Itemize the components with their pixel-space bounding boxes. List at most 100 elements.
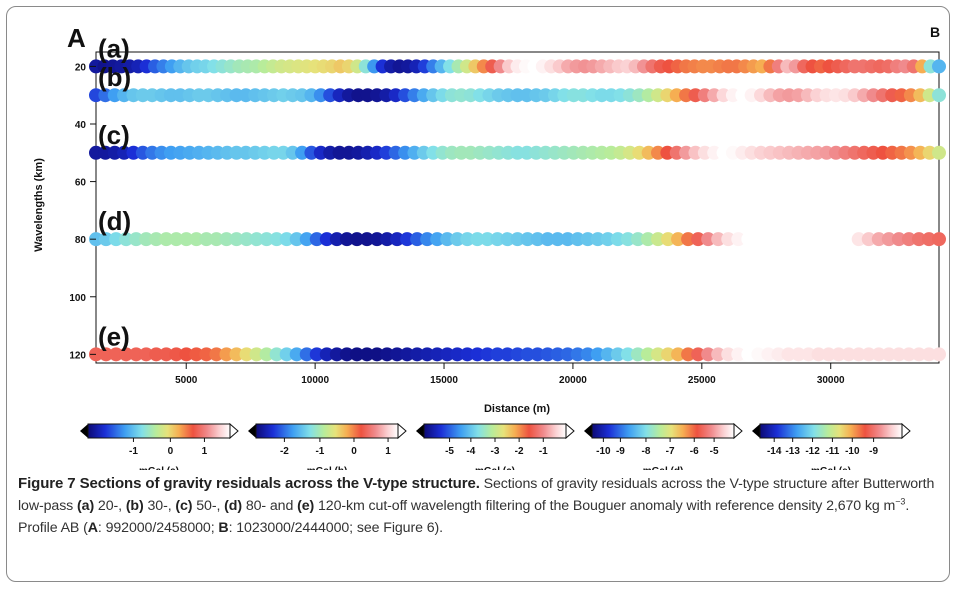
row-4-point: [831, 232, 846, 247]
row-5-point: [109, 347, 124, 362]
row-5-point: [560, 347, 575, 362]
x-tick-label: 10000: [301, 375, 329, 386]
row-5-point: [219, 347, 234, 362]
row-4-point: [189, 232, 204, 247]
colorbar-max-arrow: [733, 422, 743, 440]
row-4-point: [911, 232, 926, 247]
row-5-point: [319, 347, 334, 362]
colorbar-tick-label: -9: [869, 446, 878, 457]
heatmap-rows: [89, 59, 946, 362]
row-5-point: [640, 347, 655, 362]
row-5-point: [359, 347, 374, 362]
row-4-point: [761, 232, 776, 247]
row-5-point: [349, 347, 364, 362]
colorbar-5: -14-13 -12 -11 -10 -9 mGal (e): [752, 422, 911, 470]
row-5-point: [249, 347, 264, 362]
row-5-point: [279, 347, 294, 362]
row-4-point: [179, 232, 194, 247]
row-4-point: [149, 232, 164, 247]
row-5-point: [510, 347, 525, 362]
colorbar-tick-label: -4: [466, 446, 475, 457]
x-tick-label: 30000: [817, 375, 845, 386]
row-5-point: [500, 347, 515, 362]
row-4-point: [109, 232, 124, 247]
row-5-point: [932, 347, 946, 362]
colorbar-gradient: [87, 423, 231, 439]
row-4-point: [390, 232, 405, 247]
caption-ref-b: (b): [125, 498, 144, 514]
colorbar-tick-label: -5: [710, 446, 719, 457]
row-5-point: [651, 347, 665, 362]
row-4-point: [921, 232, 936, 247]
colorbar-label: mGal (c): [475, 466, 515, 470]
row-5-point: [921, 347, 936, 362]
row-5-point: [99, 347, 114, 362]
row-4-point: [400, 232, 415, 247]
row-5-point: [530, 347, 545, 362]
row-5-point: [420, 347, 435, 362]
row-5-point: [410, 347, 425, 362]
row-5-point: [179, 347, 194, 362]
colorbar-tick-label: -1: [315, 446, 324, 457]
row-5-point: [781, 347, 796, 362]
row-5-point: [259, 347, 274, 362]
colorbar-tick-label: -10: [845, 446, 860, 457]
y-tick-label: 40: [75, 120, 87, 131]
caption-ref-e: (e): [297, 498, 315, 514]
row-4-point: [701, 232, 716, 247]
colorbar-gradient: [759, 423, 903, 439]
row-4-point: [691, 232, 706, 247]
caption-ref-point-a: A: [87, 520, 98, 536]
colorbar-1: -1 0 1 mGal (a): [80, 422, 239, 470]
row-4-point: [580, 232, 595, 247]
row-4-point: [329, 232, 344, 247]
y-axis: 20 40 60 80 100 120: [69, 62, 96, 361]
row-5-point: [731, 347, 746, 362]
colorbar-tick-label: -6: [690, 446, 699, 457]
row-2: [89, 88, 946, 103]
row-5-point: [771, 347, 786, 362]
colorbar-tick-label: 0: [168, 446, 174, 457]
row-5-point: [671, 347, 686, 362]
row-4-point: [530, 232, 545, 247]
row-4-point: [821, 232, 836, 247]
row-5-point: [550, 347, 565, 362]
row-4-point: [470, 232, 485, 247]
row-5-point: [590, 347, 605, 362]
colorbar-max-arrow: [229, 422, 239, 440]
colorbar-tick-label: -8: [642, 446, 651, 457]
caption-text-3: 30-,: [143, 498, 176, 514]
panel-label-b: B: [930, 24, 940, 40]
row-4-point: [771, 232, 786, 247]
row-4-point: [370, 232, 384, 247]
caption-superscript: −3: [895, 496, 906, 507]
row-5-point: [450, 347, 465, 362]
row-4-point: [560, 232, 575, 247]
colorbar-min-arrow: [80, 424, 88, 438]
colorbar-tick-label: -10: [596, 446, 611, 457]
row-5-point: [339, 347, 354, 362]
row-4-point: [309, 232, 324, 247]
row-5-point: [861, 347, 876, 362]
plot-area: 20 40 60 80 100 120 5000 10000 15000 20000 25000 3…: [69, 33, 946, 386]
row-label-5: (e): [98, 321, 130, 351]
colorbar-tick-label: 1: [385, 446, 391, 457]
row-5-point: [309, 347, 324, 362]
row-4-point: [169, 232, 184, 247]
row-3-point: [932, 145, 946, 160]
row-5-point: [761, 347, 776, 362]
row-label-4: (d): [98, 206, 131, 236]
row-5-point: [681, 347, 696, 362]
row-4-point: [590, 232, 605, 247]
row-5-point: [570, 347, 585, 362]
row-4-point: [520, 232, 535, 247]
row-5-point: [751, 347, 766, 362]
row-5-point: [610, 347, 625, 362]
caption-text-5: 80- and: [241, 498, 298, 514]
colorbar-min-arrow: [248, 424, 256, 438]
y-tick-label: 60: [75, 178, 87, 189]
row-label-1: (a): [98, 33, 130, 63]
row-label-3: (c): [98, 120, 130, 150]
row-4-point: [741, 232, 756, 247]
row-1: [89, 59, 946, 74]
